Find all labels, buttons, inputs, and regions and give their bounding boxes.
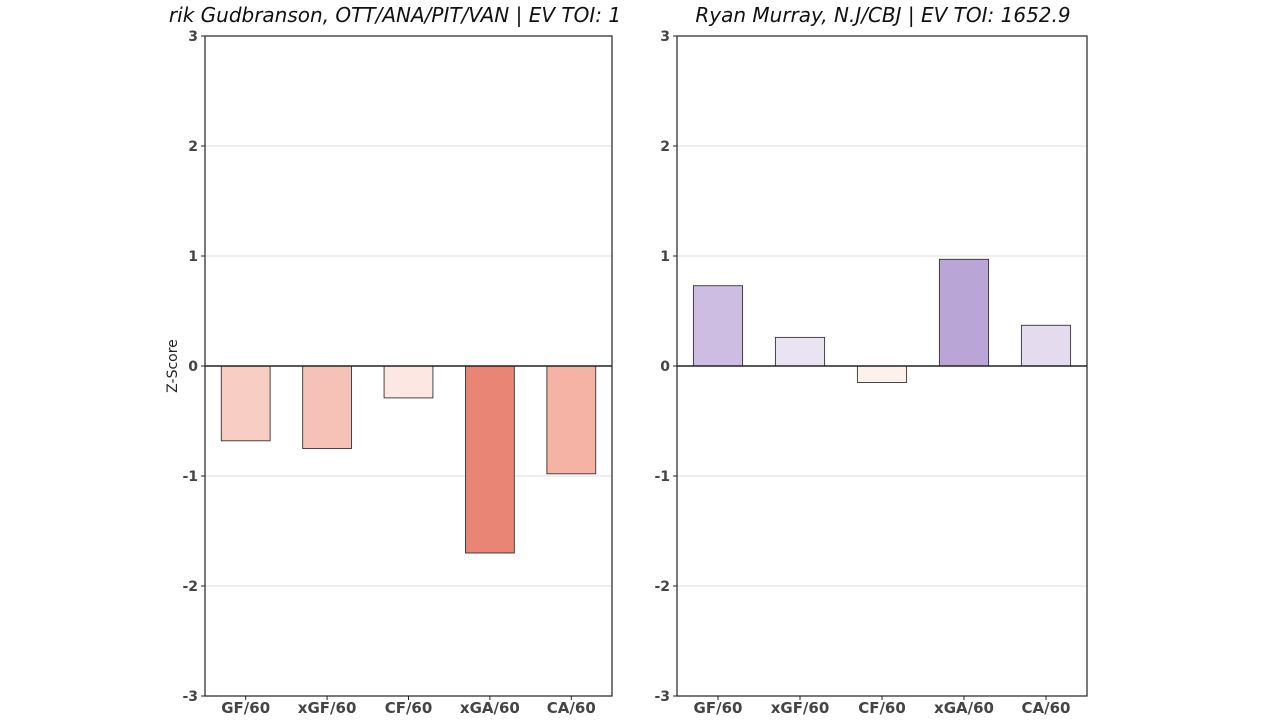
x-tick-label: xGF/60 xyxy=(298,699,357,717)
y-tick-label: -1 xyxy=(182,469,198,485)
bar-xga-60 xyxy=(938,258,990,367)
bar-cf-60 xyxy=(856,365,908,383)
y-tick-label: -2 xyxy=(654,579,670,595)
x-tick-label: xGA/60 xyxy=(934,699,994,717)
x-tick-label: CA/60 xyxy=(547,699,596,717)
chart-title: rik Gudbranson, OTT/ANA/PIT/VAN | EV TOI… xyxy=(169,3,621,27)
x-tick-label: GF/60 xyxy=(694,699,743,717)
y-tick-label: -3 xyxy=(654,689,670,705)
y-tick-label: 0 xyxy=(660,359,670,375)
bar-gf-60 xyxy=(692,285,744,367)
x-tick-label: GF/60 xyxy=(221,699,270,717)
bar-cf-60 xyxy=(383,365,434,399)
bar-ca-60 xyxy=(1020,324,1072,367)
y-tick-label: -2 xyxy=(182,579,198,595)
chart-panel-2: 3 2 1 0 -1 -2 -3 GF/60 xGF/60 CF/60 xGA/60 CA/60 Rya… xyxy=(654,3,1088,717)
y-tick-label: -1 xyxy=(654,469,670,485)
bar-xgf-60 xyxy=(774,336,826,367)
bar-xgf-60 xyxy=(302,365,352,449)
bar-gf-60 xyxy=(220,365,271,442)
chart-title: Ryan Murray, N.J/CBJ | EV TOI: 1652.9 xyxy=(695,3,1070,27)
x-tick-label: CA/60 xyxy=(1022,699,1071,717)
y-tick-label: 3 xyxy=(188,29,198,45)
y-tick-label: 2 xyxy=(660,139,670,155)
y-tick-label: 0 xyxy=(188,359,198,375)
chart-panel-1: 3 2 1 0 -1 -2 -3 GF/60 xGF/60 CF/60 xGA/60 CA/60 Z-S… xyxy=(165,3,621,717)
y-tick-label: 2 xyxy=(188,139,198,155)
y-tick-label: 3 xyxy=(660,29,670,45)
bar-ca-60 xyxy=(546,365,597,475)
x-tick-label: xGA/60 xyxy=(460,699,520,717)
y-tick-label: 1 xyxy=(660,249,670,265)
x-tick-label: CF/60 xyxy=(385,699,433,717)
bar-xga-60 xyxy=(465,365,515,554)
y-tick-label: 1 xyxy=(188,249,198,265)
y-axis-label: Z-Score xyxy=(165,339,181,393)
x-tick-label: CF/60 xyxy=(858,699,906,717)
y-tick-label: -3 xyxy=(182,689,198,705)
x-tick-label: xGF/60 xyxy=(771,699,830,717)
